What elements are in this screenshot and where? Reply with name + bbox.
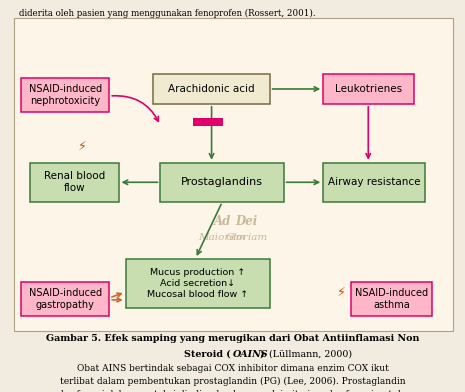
Bar — [30, 163, 119, 202]
Text: ⚡: ⚡ — [79, 139, 87, 152]
Bar — [21, 78, 109, 112]
Bar — [323, 74, 414, 104]
Text: Gloriam: Gloriam — [226, 233, 267, 241]
Text: NSAID-induced
gastropathy: NSAID-induced gastropathy — [28, 288, 102, 310]
Bar — [126, 259, 270, 308]
Text: Mucus production ↑
Acid secretion↓
Mucosal blood flow ↑: Mucus production ↑ Acid secretion↓ Mucos… — [147, 268, 248, 299]
Text: berfungsi dalam proteksi dinding lambung, selain itu juga berfungsi untuk: berfungsi dalam proteksi dinding lambung… — [61, 390, 404, 392]
Bar — [193, 118, 223, 126]
Text: Ad: Ad — [213, 215, 231, 228]
Text: ): ) — [259, 350, 264, 359]
Bar — [14, 18, 453, 331]
Text: NSAID-induced
asthma: NSAID-induced asthma — [355, 288, 428, 310]
Bar — [323, 163, 425, 202]
Text: Maiorem: Maiorem — [199, 233, 246, 241]
Text: OAINS: OAINS — [232, 350, 268, 359]
Text: Leukotrienes: Leukotrienes — [335, 84, 402, 94]
Text: NSAID-induced
nephrotoxicity: NSAID-induced nephrotoxicity — [28, 84, 102, 106]
Text: (Lüllmann, 2000): (Lüllmann, 2000) — [266, 350, 352, 359]
Text: ⚡: ⚡ — [338, 285, 346, 299]
Text: Prostaglandins: Prostaglandins — [181, 177, 263, 187]
Text: terlibat dalam pembentukan prostaglandin (PG) (Lee, 2006). Prostaglandin: terlibat dalam pembentukan prostaglandin… — [60, 377, 405, 386]
Text: Obat AINS bertindak sebagai COX inhibitor dimana enzim COX ikut: Obat AINS bertindak sebagai COX inhibito… — [77, 364, 388, 373]
Text: Renal blood
flow: Renal blood flow — [44, 171, 105, 194]
Text: diderita oleh pasien yang menggunakan fenoprofen (Rossert, 2001).: diderita oleh pasien yang menggunakan fe… — [19, 9, 315, 18]
Bar — [21, 282, 109, 316]
Bar — [351, 282, 432, 316]
Text: Arachidonic acid: Arachidonic acid — [168, 84, 255, 94]
Bar — [160, 163, 284, 202]
Bar — [153, 74, 270, 104]
Text: Airway resistance: Airway resistance — [328, 177, 420, 187]
Text: Steroid (: Steroid ( — [184, 350, 231, 359]
Text: Gambar 5. Efek samping yang merugikan dari Obat Antiinflamasi Non: Gambar 5. Efek samping yang merugikan da… — [46, 334, 419, 343]
Text: Dei: Dei — [235, 215, 258, 228]
